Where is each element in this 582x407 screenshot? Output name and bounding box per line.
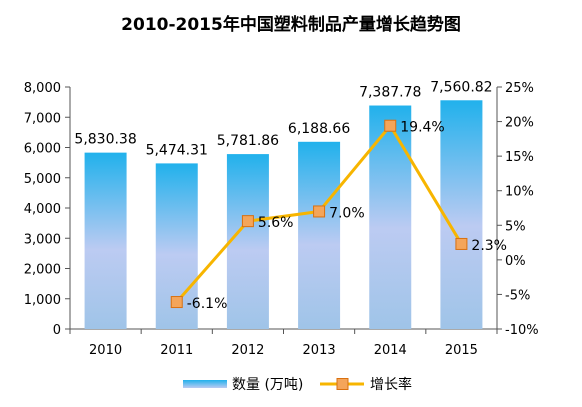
bar-value-label: 7,560.82 (430, 79, 492, 95)
growth-value-label: -6.1% (187, 296, 228, 312)
y-right-tick-label: -5% (505, 288, 530, 303)
y-right-tick-label: 5% (505, 219, 526, 234)
y-left-tick-label: 4,000 (24, 202, 61, 217)
legend-line-label: 增长率 (370, 376, 412, 393)
y-left-tick-label: 8,000 (24, 81, 61, 96)
y-left-tick-label: 6,000 (24, 142, 61, 157)
bar-value-label: 5,830.38 (74, 132, 136, 148)
y-left-tick-label: 3,000 (24, 232, 61, 247)
y-left-tick-label: 5,000 (24, 172, 61, 187)
bar-value-label: 5,474.31 (146, 142, 208, 158)
bar-2010 (84, 152, 127, 329)
y-right-tick-label: 20% (505, 116, 534, 131)
x-tick-label: 2010 (89, 343, 122, 358)
y-right-tick-label: 0% (505, 254, 526, 269)
bar-value-label: 7,387.78 (359, 85, 421, 101)
x-tick-label: 2014 (374, 343, 407, 358)
x-tick-label: 2011 (160, 343, 193, 358)
growth-value-label: 7.0% (329, 205, 365, 221)
growth-value-label: 5.6% (258, 215, 294, 231)
legend-bar-label: 数量 (万吨) (232, 377, 303, 393)
x-tick-label: 2013 (303, 343, 336, 358)
bar-value-label: 5,781.86 (217, 133, 279, 149)
legend: 数量 (万吨) 增长率 (183, 376, 412, 393)
legend-bar-swatch (183, 380, 227, 388)
bar-2013 (298, 141, 341, 329)
x-tick-label: 2015 (445, 343, 478, 358)
y-left-tick-label: 1,000 (24, 293, 61, 308)
growth-marker-2012 (241, 215, 254, 228)
axes: 0 1,000 2,000 3,000 4,000 5,000 6,000 7,000 8,00… (24, 81, 539, 358)
y-right-tick-label: -10% (505, 323, 539, 338)
growth-marker-2014 (384, 119, 397, 132)
growth-marker-2015 (455, 237, 468, 250)
y-right-tick-label: 25% (505, 81, 534, 96)
bar-value-label: 6,188.66 (288, 121, 350, 137)
y-right-tick-label: 10% (505, 185, 534, 200)
legend-line-marker (336, 378, 349, 390)
bar-2014 (369, 105, 412, 329)
y-left-tick-label: 7,000 (24, 111, 61, 126)
chart-title: 2010-2015年中国塑料制品产量增长趋势图 (121, 14, 461, 35)
y-right-tick-label: 15% (505, 150, 534, 165)
bar-2015 (440, 100, 483, 330)
y-left-tick-label: 0 (53, 323, 61, 338)
y-left-tick-label: 2,000 (24, 263, 61, 278)
growth-marker-2011 (170, 296, 183, 309)
growth-value-label: 2.3% (471, 238, 507, 254)
x-tick-label: 2012 (231, 343, 264, 358)
bar-labels: 5,830.38 5,474.31 5,781.86 6,188.66 7,387.78… (74, 79, 492, 158)
growth-marker-2013 (313, 205, 326, 218)
growth-line-layer: -6.1% 5.6% 7.0% 19.4% 2.3% (170, 119, 507, 312)
bars (84, 100, 483, 330)
bar-2012 (226, 154, 269, 329)
growth-value-label: 19.4% (400, 120, 444, 136)
